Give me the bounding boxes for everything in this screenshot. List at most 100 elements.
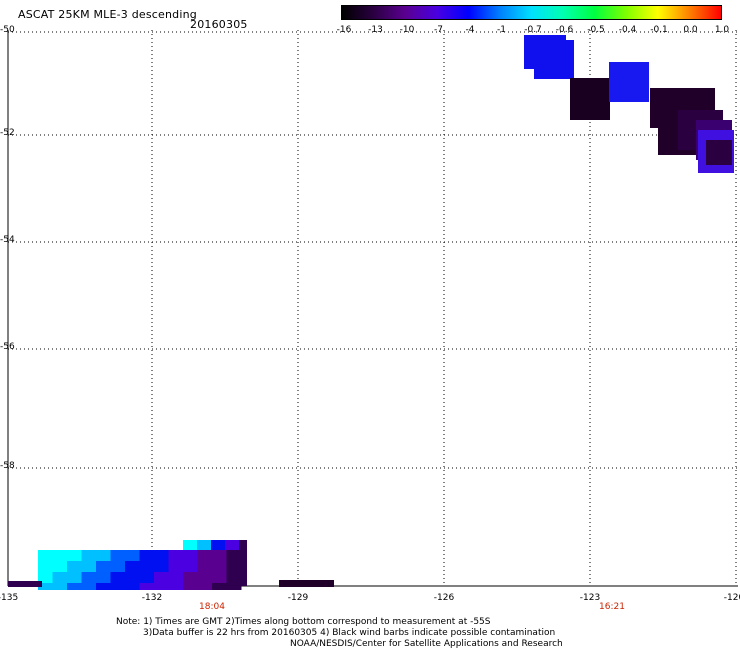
swath-cell-southwest bbox=[52, 572, 68, 584]
time-label-left: 18:04 bbox=[199, 602, 225, 612]
y-tick-label: -54 bbox=[0, 235, 15, 245]
x-tick-label: -120 bbox=[723, 593, 740, 603]
swath-cell-southwest bbox=[110, 550, 126, 562]
swath-cell-southwest bbox=[226, 561, 242, 573]
time-label-right: 16:21 bbox=[599, 602, 625, 612]
swath-cell-southwest bbox=[212, 561, 227, 573]
colorbar-label: -7 bbox=[434, 25, 443, 35]
swath-cell-southwest bbox=[38, 561, 53, 573]
swath-cell-southwest bbox=[197, 550, 213, 562]
colorbar-gradient bbox=[342, 6, 721, 19]
swath-cell-southwest bbox=[125, 561, 140, 573]
swath-cell-southwest bbox=[96, 561, 111, 573]
swath-cell-southwest bbox=[212, 572, 227, 584]
x-tick-label: -129 bbox=[287, 593, 309, 603]
swath-cell-southwest bbox=[52, 561, 68, 573]
swath-cell-southwest bbox=[110, 561, 126, 573]
swath-cell-southwest bbox=[197, 561, 213, 573]
colorbar-label: -0.6 bbox=[555, 25, 574, 35]
date-label: 20160305 bbox=[190, 18, 248, 31]
swath-cell-southwest bbox=[38, 583, 53, 590]
swath-cell-southwest bbox=[52, 583, 68, 590]
swath-cell-southwest bbox=[125, 583, 140, 590]
swath-cell-southwest bbox=[212, 550, 227, 562]
swath-cell-southwest bbox=[110, 583, 126, 590]
swath-cell-southwest bbox=[226, 572, 242, 584]
swath-cell-northeast bbox=[534, 40, 574, 79]
swath-cell-southwest bbox=[96, 572, 111, 584]
swath-cell-isolated bbox=[279, 580, 334, 587]
swath-cell-southwest bbox=[197, 540, 212, 550]
y-tick-label: -52 bbox=[0, 128, 15, 138]
swath-cell-southwest bbox=[183, 572, 198, 584]
colorbar-label: -0.1 bbox=[650, 25, 668, 35]
note-line-3: NOAA/NESDIS/Center for Satellite Applica… bbox=[290, 639, 563, 649]
swath-cell-southwest bbox=[239, 540, 247, 586]
swath-cell-southwest bbox=[212, 583, 227, 590]
swath-cell-southwest bbox=[226, 550, 242, 562]
swath-cell-southwest bbox=[81, 561, 97, 573]
swath-cell-southwest bbox=[139, 561, 155, 573]
x-tick-label: -123 bbox=[579, 593, 601, 603]
swath-cell-southwest bbox=[226, 583, 242, 590]
swath-cell-southwest bbox=[67, 561, 82, 573]
swath-cell-southwest bbox=[67, 572, 82, 584]
x-tick-label: -135 bbox=[0, 593, 19, 603]
colorbar-label: -0.4 bbox=[618, 25, 637, 35]
swath-cell-southwest bbox=[81, 550, 97, 562]
swath-cell-southwest bbox=[154, 572, 169, 584]
swath-cell-southwest bbox=[38, 550, 53, 562]
y-tick-label: -56 bbox=[0, 342, 15, 352]
swath-cell-southwest bbox=[183, 583, 198, 590]
colorbar-label: -0.5 bbox=[587, 25, 605, 35]
colorbar-label: -10 bbox=[399, 25, 415, 35]
note-line-2: 3)Data buffer is 22 hrs from 20160305 4)… bbox=[143, 628, 556, 638]
title: ASCAT 25KM MLE-3 descending bbox=[18, 8, 197, 21]
y-tick-label: -50 bbox=[0, 25, 15, 35]
swath-cell-southwest bbox=[183, 540, 198, 550]
note-line-1: Note: 1) Times are GMT 2)Times along bot… bbox=[116, 617, 491, 627]
swath-cell-southwest bbox=[168, 572, 184, 584]
colorbar-label: -4 bbox=[465, 25, 475, 35]
swath-cell-southwest bbox=[96, 583, 111, 590]
swath-cell-northeast bbox=[706, 140, 732, 165]
map-plot bbox=[7, 30, 738, 590]
swath-cell-southwest bbox=[211, 540, 226, 550]
swath-cell-southwest bbox=[139, 550, 155, 562]
swath-cell-southwest bbox=[225, 540, 240, 550]
swath-cell-southwest bbox=[183, 561, 198, 573]
colorbar bbox=[341, 5, 722, 20]
colorbar-label: 1.0 bbox=[714, 25, 730, 35]
swath-cell-southwest bbox=[154, 561, 169, 573]
swath-cell-southwest bbox=[96, 550, 111, 562]
swath-cell-southwest bbox=[81, 583, 97, 590]
swath-cell-southwest bbox=[67, 550, 82, 562]
swath-cell-southwest bbox=[38, 572, 53, 584]
swath-cell-southwest bbox=[197, 572, 213, 584]
colorbar-label: -16 bbox=[336, 25, 352, 35]
swath-cell-southwest bbox=[183, 550, 198, 562]
swath-cell-southwest bbox=[154, 550, 169, 562]
swath-cell-southwest bbox=[168, 561, 184, 573]
swath-cell-northeast bbox=[570, 78, 610, 120]
y-tick-label: -58 bbox=[0, 461, 15, 471]
colorbar-label: 0.0 bbox=[683, 25, 698, 35]
colorbar-label: -13 bbox=[368, 25, 383, 35]
x-tick-label: -132 bbox=[141, 593, 163, 603]
swath-cell-southwest bbox=[110, 572, 126, 584]
swath-cell-southwest bbox=[125, 572, 140, 584]
swath-cell-southwest bbox=[52, 550, 68, 562]
swath-cell-southwest bbox=[139, 572, 155, 584]
swath-cell-southwest bbox=[8, 581, 42, 587]
colorbar-label: -1 bbox=[497, 25, 506, 35]
swath-cell-southwest bbox=[154, 583, 169, 590]
swath-cell-southwest bbox=[67, 583, 82, 590]
swath-cell-southwest bbox=[125, 550, 140, 562]
swath-cell-southwest bbox=[139, 583, 155, 590]
swath-cell-southwest bbox=[168, 583, 184, 590]
swath-cell-southwest bbox=[197, 583, 213, 590]
swath-cell-southwest bbox=[81, 572, 97, 584]
colorbar-label: -0.7 bbox=[524, 25, 542, 35]
swath-cell-southwest bbox=[168, 550, 184, 562]
swath-cell-northeast bbox=[609, 62, 649, 102]
